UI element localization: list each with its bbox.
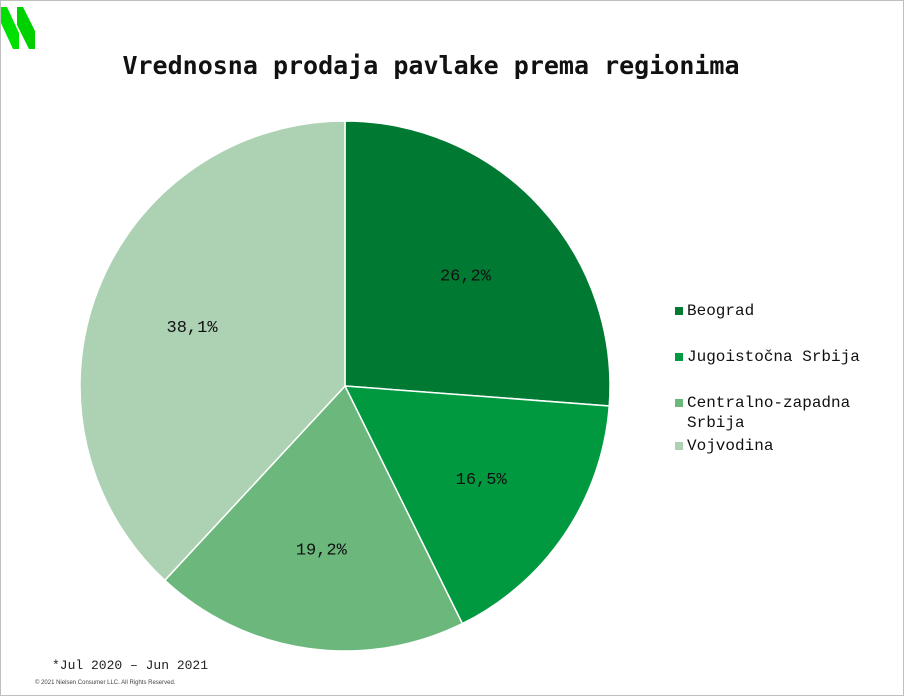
pie-slice-3 [79,120,346,582]
legend-swatch-icon [675,399,683,407]
brand-logo [1,3,41,58]
logo-stripe-left [1,7,19,49]
copyright: © 2021 Nielsen Consumer LLC. All Rights … [35,680,176,686]
logo-stripe-right [17,7,35,49]
chart-title: Vrednosna prodaja pavlake prema regionim… [122,51,740,80]
slice-data-label-1: 16,5% [456,471,508,490]
pie-slice-0 [344,120,611,407]
pie-slice-1 [343,385,611,625]
legend-swatch-icon [675,353,683,361]
slice-data-label-0: 26,2% [440,267,492,286]
legend-label: Beograd [687,302,755,320]
legend: Beograd Jugoistočna Srbija Centralno-zap… [675,301,901,482]
legend-swatch-icon [675,442,683,450]
legend-label: Jugoistočna Srbija [687,348,860,366]
slice-data-label-3: 38,1% [167,319,219,338]
legend-item-jugoistocna-srbija: Jugoistočna Srbija [675,347,901,367]
slice-data-label-2: 19,2% [296,542,348,561]
legend-label: Centralno-zapadna Srbija [687,394,851,432]
legend-item-vojvodina: Vojvodina [675,436,901,456]
legend-item-centralno-zapadna-srbija: Centralno-zapadna Srbija [675,393,901,433]
legend-label: Vojvodina [687,437,774,455]
legend-swatch-icon [675,307,683,315]
legend-item-beograd: Beograd [675,301,901,321]
pie-slice-2 [163,384,464,652]
footnote: *Jul 2020 – Jun 2021 [52,658,209,673]
